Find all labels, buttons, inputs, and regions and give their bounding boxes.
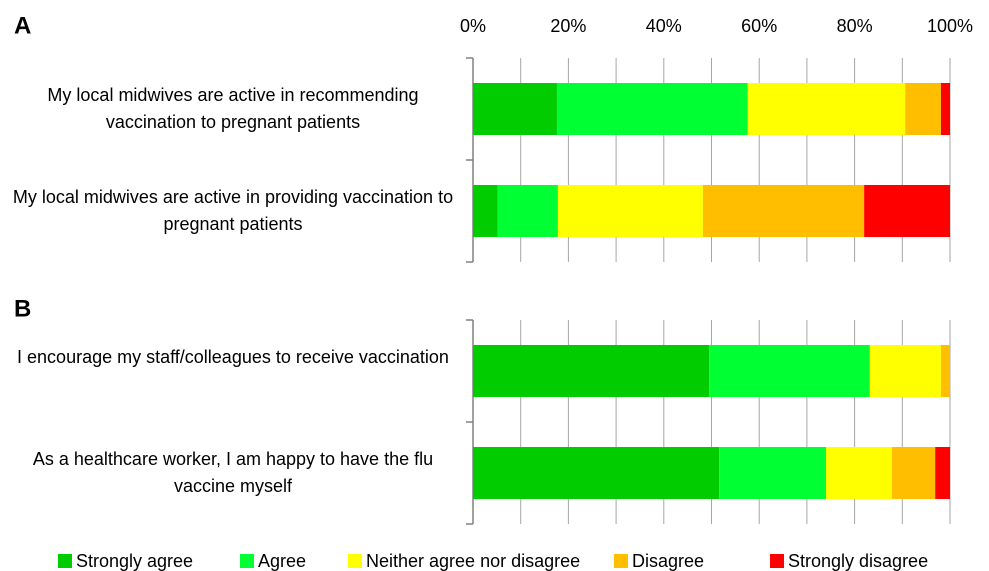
bar-segment <box>869 345 941 397</box>
legend-swatch <box>240 554 254 568</box>
bar-segment <box>935 447 950 499</box>
bar-segment <box>864 185 950 237</box>
x-tick-label: 100% <box>927 16 973 36</box>
bar-segment <box>473 83 557 135</box>
legend-swatch <box>614 554 628 568</box>
x-tick-label: 80% <box>837 16 873 36</box>
bar-segment <box>891 447 936 499</box>
bar-segment <box>825 447 892 499</box>
category-label: My local midwives are active in recommen… <box>47 85 419 132</box>
bar-segment <box>940 83 950 135</box>
x-tick-label: 40% <box>646 16 682 36</box>
bar-segment <box>497 185 558 237</box>
category-label: I encourage my staff/colleagues to recei… <box>17 347 449 367</box>
legend-swatch <box>770 554 784 568</box>
legend-swatch <box>58 554 72 568</box>
legend-label: Agree <box>258 551 306 571</box>
bar-segment <box>940 345 950 397</box>
bar-segment <box>473 447 720 499</box>
legend-label: Neither agree nor disagree <box>366 551 580 571</box>
x-tick-label: 0% <box>460 16 486 36</box>
panel-label: B <box>14 295 31 322</box>
bar-segment <box>473 185 498 237</box>
category-label: My local midwives are active in providin… <box>12 187 454 234</box>
bar-segment <box>719 447 826 499</box>
bar-segment <box>473 345 710 397</box>
bar-segment <box>557 185 703 237</box>
legend-swatch <box>348 554 362 568</box>
bar-segment <box>702 185 865 237</box>
bar-segment <box>556 83 748 135</box>
bar-segment <box>747 83 906 135</box>
x-tick-label: 20% <box>550 16 586 36</box>
legend-label: Strongly agree <box>76 551 193 571</box>
category-label: As a healthcare worker, I am happy to ha… <box>32 449 434 496</box>
legend-label: Disagree <box>632 551 704 571</box>
bar-segment <box>905 83 941 135</box>
panel-label: A <box>14 12 31 39</box>
legend-label: Strongly disagree <box>788 551 928 571</box>
bar-segment <box>709 345 870 397</box>
x-tick-label: 60% <box>741 16 777 36</box>
